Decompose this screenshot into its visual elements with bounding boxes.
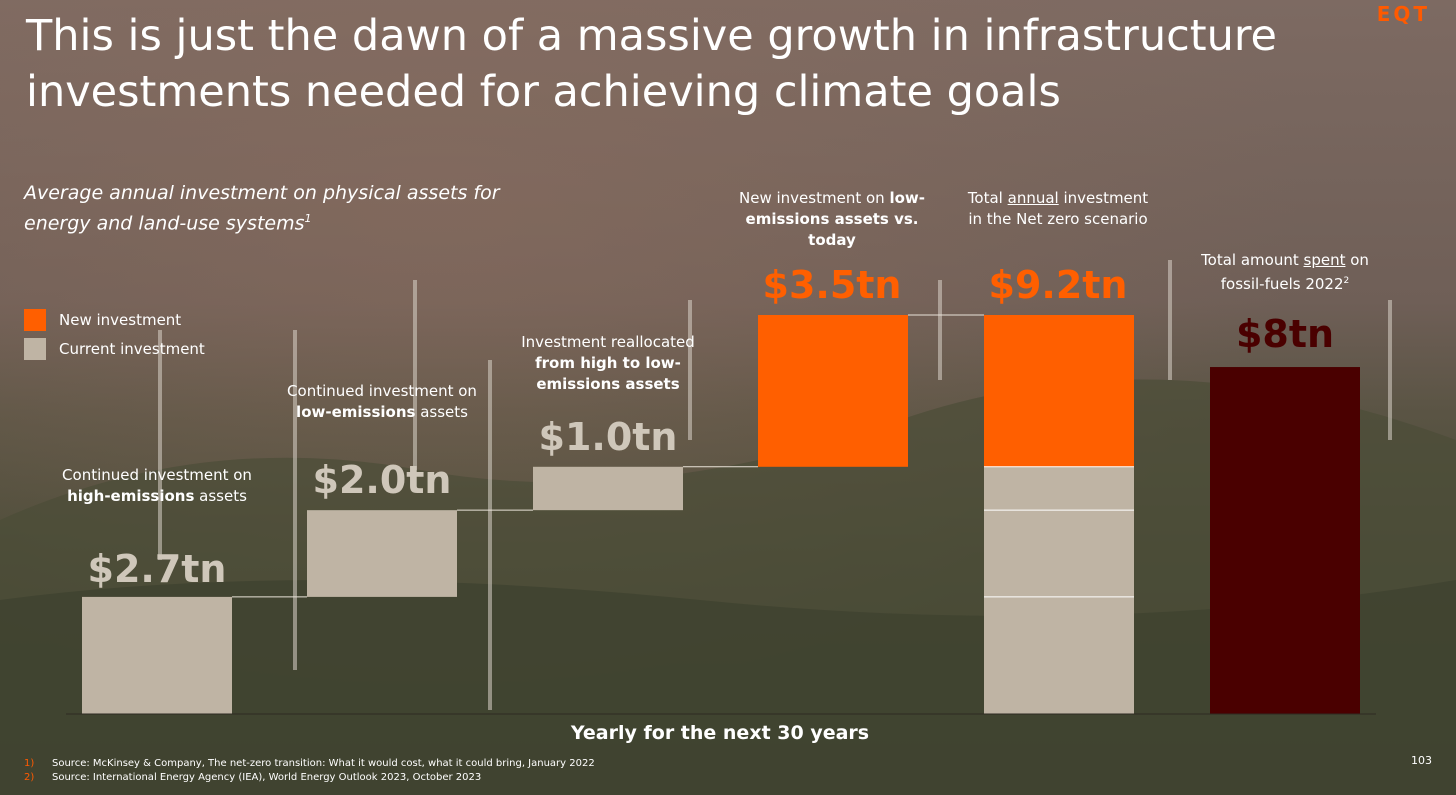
chart-legend: New investment Current investment (24, 305, 205, 363)
slide-title: This is just the dawn of a massive growt… (26, 11, 1278, 117)
footnote-text: Source: McKinsey & Company, The net-zero… (52, 758, 595, 769)
footnote-number: 1) (24, 758, 35, 769)
step-label-high-emissions: Continued investment on high-emissions a… (62, 465, 252, 507)
page-number: 103 (1411, 754, 1432, 767)
footnote-2: 2) Source: International Energy Agency (… (24, 771, 595, 785)
legend-item-current: Current investment (24, 334, 205, 363)
value-label-total-annual: $9.2tn (988, 263, 1128, 307)
step-label-bold: from high to low-emissions assets (535, 354, 681, 393)
value-label-reallocated: $1.0tn (538, 415, 678, 459)
step-label-bold: low-emissions assets vs. today (745, 189, 925, 249)
legend-label-new: New investment (59, 310, 182, 329)
legend-swatch-current (24, 337, 46, 360)
step-label-text: Continued investment on (62, 466, 252, 484)
step-label-new-investment: New investment on low-emissions assets v… (737, 188, 927, 251)
step-label-text: Total amount (1201, 251, 1304, 269)
legend-swatch-new (24, 308, 46, 331)
subtitle-text: Average annual investment on physical as… (24, 182, 500, 235)
step-label-text: Investment reallocated (521, 333, 695, 351)
value-label-fossil-fuels: $8tn (1235, 312, 1335, 356)
step-label-text: assets (415, 403, 468, 421)
step-label-low-emissions: Continued investment on low-emissions as… (287, 381, 477, 423)
legend-item-new: New investment (24, 305, 205, 334)
step-label-underline: spent (1303, 251, 1346, 269)
eqt-logo: EQT (1376, 2, 1430, 26)
footnote-1: 1) Source: McKinsey & Company, The net-z… (24, 757, 595, 771)
step-label-text: on fossil-fuels 2022 (1220, 251, 1369, 293)
step-label-underline: annual (1007, 189, 1059, 207)
step-label-fossil-fuels: Total amount spent on fossil-fuels 20222 (1190, 250, 1380, 295)
chart-subtitle: Average annual investment on physical as… (24, 180, 544, 236)
x-axis-label: Yearly for the next 30 years (570, 722, 870, 744)
footnote-text: Source: International Energy Agency (IEA… (52, 772, 482, 783)
subtitle-footnote-marker: 1 (304, 212, 312, 225)
step-label-bold: low-emissions (296, 403, 416, 421)
step-label-bold: high-emissions (67, 487, 195, 505)
step-label-reallocated: Investment reallocated from high to low-… (513, 332, 703, 395)
footnotes: 1) Source: McKinsey & Company, The net-z… (24, 757, 595, 785)
step-label-text: Continued investment on (287, 382, 477, 400)
value-label-new-investment: $3.5tn (762, 263, 902, 307)
legend-label-current: Current investment (59, 339, 205, 358)
step-label-text: investment in the Net zero scenario (968, 189, 1149, 228)
value-label-high-emissions: $2.7tn (87, 547, 227, 591)
footnote-number: 2) (24, 772, 35, 783)
step-label-text: assets (194, 487, 247, 505)
value-label-low-emissions: $2.0tn (312, 458, 452, 502)
step-label-footnote-marker: 2 (1343, 276, 1350, 286)
step-label-text: Total (967, 189, 1008, 207)
step-label-total-annual: Total annual investment in the Net zero … (963, 188, 1153, 230)
step-label-text: New investment on (739, 189, 890, 207)
